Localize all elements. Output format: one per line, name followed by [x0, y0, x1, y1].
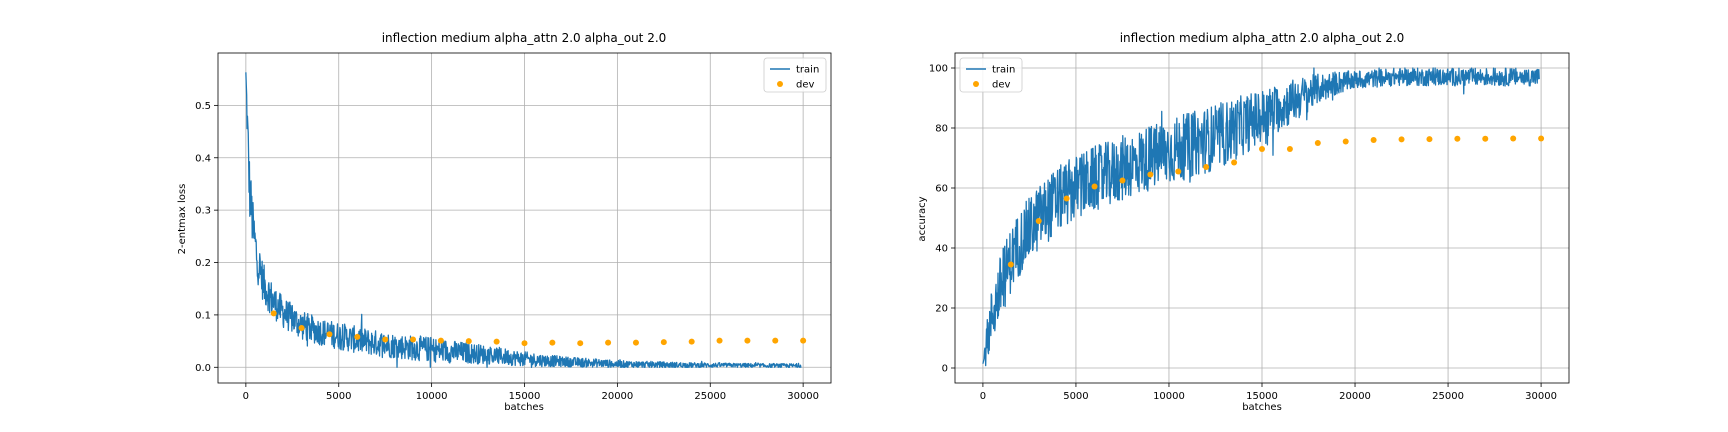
- loss-chart-dev-point: [632, 339, 639, 346]
- loss-chart-xtick-label: 20000: [601, 391, 633, 402]
- loss-chart-dev-point: [326, 331, 333, 338]
- accuracy-chart-dev-point: [1538, 135, 1545, 142]
- loss-chart-dev-point: [410, 336, 417, 343]
- loss-chart-dev-point: [605, 339, 612, 346]
- accuracy-chart-legend-dev-swatch: [973, 81, 979, 87]
- loss-chart-dev-point: [437, 337, 444, 344]
- loss-chart-ytick-label: 0.4: [195, 153, 211, 164]
- loss-chart-ytick-label: 0.0: [195, 363, 211, 374]
- accuracy-chart-dev-point: [1007, 261, 1014, 268]
- accuracy-chart-dev-point: [1482, 135, 1489, 142]
- accuracy-chart-ytick-label: 0: [942, 364, 948, 375]
- accuracy-chart-title: inflection medium alpha_attn 2.0 alpha_o…: [1120, 31, 1405, 45]
- accuracy-chart-dev-point: [1175, 168, 1182, 175]
- accuracy-chart-dev-point: [1342, 138, 1349, 145]
- accuracy-chart-dev-point: [1231, 159, 1238, 166]
- loss-chart-title: inflection medium alpha_attn 2.0 alpha_o…: [382, 31, 667, 45]
- loss-chart-series-group: [245, 72, 807, 368]
- accuracy-chart-xtick-label: 25000: [1432, 391, 1464, 402]
- loss-chart-dev-point: [688, 338, 695, 345]
- loss-chart-xtick-label: 25000: [694, 391, 726, 402]
- accuracy-chart-dev-point: [1286, 146, 1293, 152]
- loss-chart-ytick-label: 0.2: [195, 258, 211, 269]
- loss-chart-dev-point: [549, 339, 556, 346]
- accuracy-chart-dev-point: [1314, 140, 1321, 146]
- loss-chart-dev-point: [772, 337, 779, 344]
- loss-chart-xtick-label: 30000: [787, 391, 819, 402]
- loss-chart-panel: inflection medium alpha_attn 2.0 alpha_o…: [177, 31, 832, 413]
- accuracy-chart-xtick-label: 30000: [1525, 391, 1557, 402]
- loss-chart-dev-point: [716, 337, 723, 344]
- loss-chart-xlabel: batches: [504, 402, 544, 413]
- accuracy-chart-plot-area: 0 5000 10000 15000 20000 25000 30000 0 20 40 60 80 1…: [929, 52, 1570, 402]
- loss-chart-xtick-label: 15000: [509, 391, 541, 402]
- loss-chart-xtick-label: 5000: [326, 391, 351, 402]
- accuracy-chart-xtick-label: 0: [980, 391, 986, 402]
- accuracy-chart-series-group: [982, 67, 1545, 367]
- loss-chart-ytick-label: 0.1: [195, 310, 211, 321]
- loss-chart-legend-dev-swatch: [777, 81, 783, 87]
- accuracy-chart-ytick-label: 80: [935, 124, 948, 135]
- loss-chart-ylabel: 2-entmax loss: [177, 184, 188, 255]
- accuracy-chart-ytick-label: 40: [935, 244, 948, 255]
- loss-chart-dev-point: [493, 338, 500, 345]
- loss-chart-dev-point: [465, 338, 472, 345]
- accuracy-chart-dev-point: [1091, 183, 1098, 190]
- accuracy-chart-dev-point: [1259, 146, 1265, 152]
- accuracy-chart-legend: train dev: [959, 57, 1023, 93]
- loss-chart-xtick-label: 10000: [416, 391, 448, 402]
- accuracy-chart-dev-point: [1454, 135, 1461, 142]
- accuracy-chart-xtick-label: 15000: [1246, 391, 1278, 402]
- loss-chart-dev-point: [354, 333, 361, 340]
- accuracy-chart-dev-point: [1203, 164, 1210, 170]
- accuracy-chart-dev-point: [1147, 171, 1154, 178]
- accuracy-chart-legend-dev-label: dev: [992, 80, 1011, 91]
- accuracy-chart-dev-point: [1398, 136, 1405, 143]
- accuracy-chart-xtick-label: 20000: [1339, 391, 1371, 402]
- loss-chart-dev-point: [744, 337, 751, 344]
- accuracy-chart-dev-point: [1370, 137, 1377, 143]
- loss-chart-dev-point: [800, 337, 807, 344]
- loss-chart-xtick-label: 0: [243, 391, 249, 402]
- accuracy-chart-ytick-label: 60: [935, 184, 948, 195]
- loss-chart-ytick-label: 0.5: [195, 101, 211, 112]
- accuracy-chart-dev-point: [1063, 195, 1070, 202]
- accuracy-chart-ylabel: accuracy: [917, 196, 928, 241]
- loss-chart-dev-point: [660, 339, 667, 346]
- loss-chart-dev-point: [521, 340, 528, 347]
- loss-chart-ytick-label: 0.3: [195, 206, 211, 217]
- accuracy-chart-series-train-line: [982, 67, 1540, 367]
- loss-chart-plot-area: 0 5000 10000 15000 20000 25000 30000 0.0 0.1 0.2 0…: [195, 52, 832, 402]
- accuracy-chart-xtick-label: 10000: [1153, 391, 1185, 402]
- loss-chart-dev-point: [577, 340, 584, 347]
- loss-chart-dev-point: [270, 310, 277, 317]
- accuracy-chart-dev-point: [1426, 136, 1433, 143]
- loss-chart-dev-point: [298, 325, 305, 331]
- accuracy-chart-xlabel: batches: [1242, 402, 1282, 413]
- accuracy-chart-dev-point: [1035, 218, 1042, 224]
- accuracy-chart-ytick-label: 20: [935, 304, 948, 315]
- accuracy-chart-dev-point: [1510, 135, 1517, 142]
- accuracy-chart-legend-train-label: train: [992, 65, 1015, 76]
- loss-chart-dev-point: [382, 336, 389, 343]
- loss-chart-legend-dev-label: dev: [796, 80, 815, 91]
- accuracy-chart-dev-point: [1119, 177, 1126, 184]
- accuracy-chart-ytick-label: 100: [929, 64, 948, 75]
- loss-chart-series-train-line: [245, 72, 802, 368]
- accuracy-chart-xtick-label: 5000: [1063, 391, 1088, 402]
- loss-chart-legend: train dev: [763, 57, 827, 93]
- accuracy-chart-panel: inflection medium alpha_attn 2.0 alpha_o…: [917, 31, 1570, 413]
- loss-chart-legend-train-label: train: [796, 65, 819, 76]
